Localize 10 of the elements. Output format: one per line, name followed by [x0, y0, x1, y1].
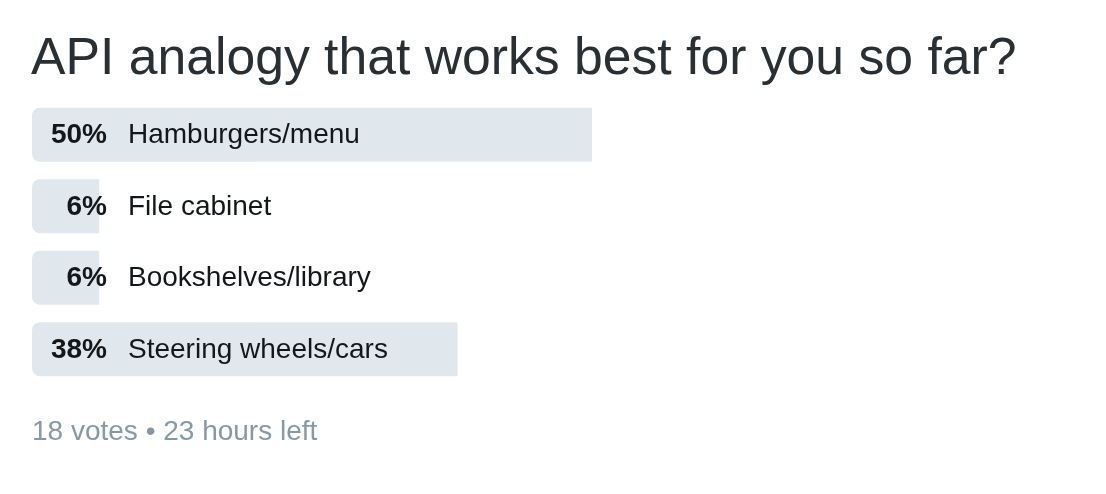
data-label: 38% — [50, 332, 108, 364]
chart-title: API analogy that works best for you so far? — [31, 26, 1017, 86]
data-label: 6% — [66, 261, 108, 293]
y-tick-label: Steering wheels/cars — [128, 332, 388, 364]
data-label: 6% — [66, 189, 108, 221]
y-tick-label: Hamburgers/menu — [128, 118, 360, 150]
y-tick-label: File cabinet — [128, 189, 272, 221]
y-tick-label: Bookshelves/library — [128, 261, 371, 293]
text: 18 votes • 23 hours left — [32, 415, 318, 447]
data-label: 50% — [50, 118, 108, 150]
